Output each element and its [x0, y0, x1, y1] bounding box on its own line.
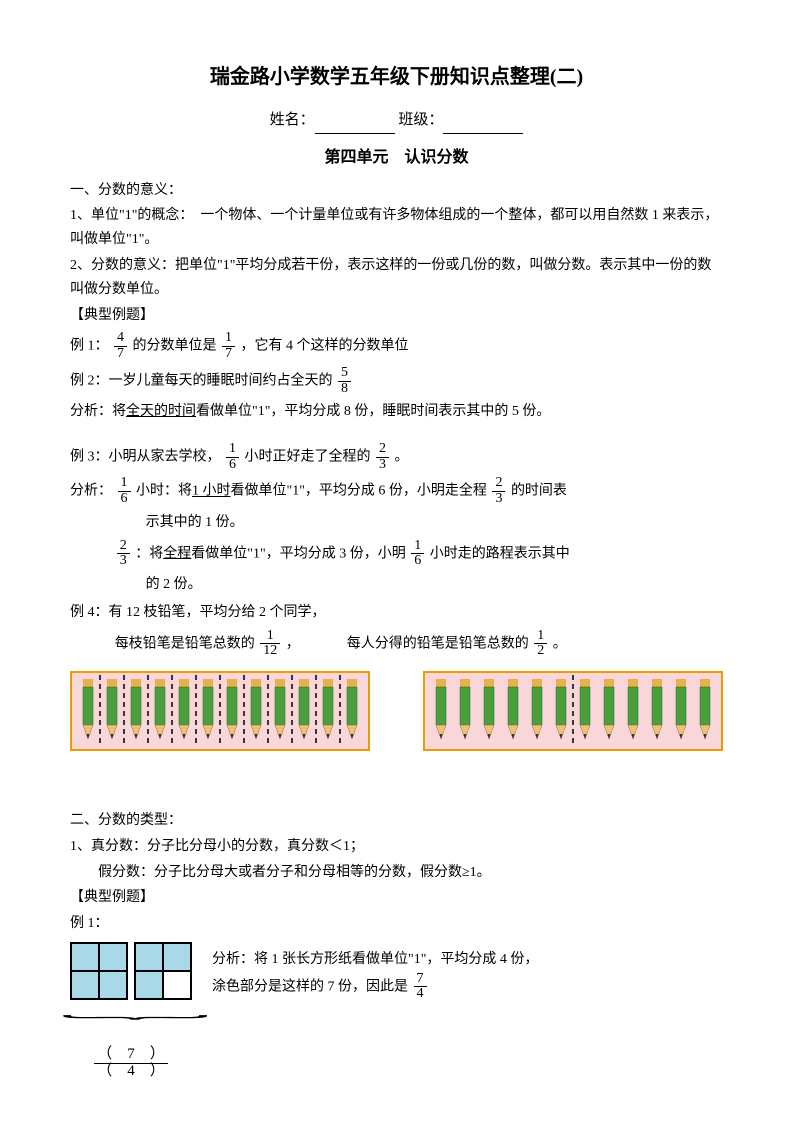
example-1-mid: 的分数单位是 [133, 339, 217, 354]
grid-full [70, 942, 128, 1000]
example-1: 例 1： 47 的分数单位是 17 ，它有 4 个这样的分数单位 [70, 331, 723, 361]
fraction-1-6-b: 16 [118, 476, 131, 506]
example-3: 例 3：小明从家去学校， 16 小时正好走了全程的 23 。 [70, 442, 723, 472]
analysis-2-suffix: 看做单位"1"，平均分成 8 份，睡眠时间表示其中的 5 份。 [196, 404, 550, 419]
fraction-2-3-c: 23 [117, 539, 130, 569]
example-4-period: 。 [553, 636, 567, 651]
fraction-1-6-c: 16 [411, 539, 424, 569]
example-4-line2: 每枝铅笔是铅笔总数的 112 ， 每人分得的铅笔是铅笔总数的 12 。 [70, 629, 723, 659]
sec2-example1-label: 例 1： [70, 912, 723, 936]
fraction-5-8: 58 [338, 366, 351, 396]
sec2-analysis: 分析：将 1 张长方形纸看做单位"1"，平均分成 4 份， 涂色部分是这样的 7… [212, 942, 723, 1002]
example-2-analysis: 分析：将全天的时间看做单位"1"，平均分成 8 份，睡眠时间表示其中的 5 份。 [70, 400, 723, 424]
section2-p1: 1、真分数：分子比分母小的分数，真分数＜1； [70, 835, 723, 859]
sec2-analysis-line2: 涂色部分是这样的 7 份，因此是 74 [212, 972, 723, 1002]
class-label: 班级： [398, 112, 443, 128]
rectangle-diagram-row: ︸ （ 7 ）（ 4 ） 分析：将 1 张长方形纸看做单位"1"，平均分成 4 … [70, 942, 723, 1080]
example-4-line1: 例 4：有 12 枝铅笔，平均分给 2 个同学， [70, 601, 723, 625]
analysis-2-underline: 全天的时间 [126, 404, 196, 419]
example-2: 例 2：一岁儿童每天的睡眠时间约占全天的 58 [70, 366, 723, 396]
sec2-analysis-text: 涂色部分是这样的 7 份，因此是 [212, 979, 408, 994]
example-2-text: 例 2：一岁儿童每天的睡眠时间约占全天的 [70, 373, 333, 388]
fraction-1-6-a: 16 [226, 442, 239, 472]
example-3-analysis-line4: 的 2 份。 [70, 573, 723, 597]
brace-icon: ︸ [0, 1009, 387, 1040]
example-3-analysis-line3: 23 ：将全程看做单位"1"，平均分成 3 份，小明 16 小时走的路程表示其中 [70, 539, 723, 569]
analysis-3-text4: ：将 [135, 546, 163, 561]
analysis-3-text5: 看做单位"1"，平均分成 3 份，小明 [191, 546, 405, 561]
analysis-3-text1: 小时：将 [136, 484, 192, 499]
grid-partial [134, 942, 192, 1000]
section2-p2: 假分数：分子比分母大或者分子和分母相等的分数，假分数≥1。 [70, 861, 723, 885]
section1-p2: 2、分数的意义：把单位"1"平均分成若干份，表示这样的一份或几份的数，叫做分数。… [70, 254, 723, 302]
example-3-mid: 小时正好走了全程的 [245, 449, 371, 464]
fraction-2-3-b: 23 [492, 476, 505, 506]
fraction-1-12: 112 [260, 629, 280, 659]
pencil-diagram-left [70, 671, 370, 751]
example-3-analysis-line1: 分析： 16 小时：将1 小时看做单位"1"，平均分成 6 份，小明走全程 23… [70, 476, 723, 506]
section2-heading: 二、分数的类型： [70, 809, 723, 833]
example-3-analysis-line2: 示其中的 1 份。 [70, 511, 723, 535]
example-1-prefix: 例 1： [70, 339, 109, 354]
example-3-suffix: 。 [395, 449, 409, 464]
name-label: 姓名： [270, 112, 315, 128]
name-class-line: 姓名： 班级： [70, 108, 723, 134]
fraction-2-3-a: 23 [376, 442, 389, 472]
section1-heading: 一、分数的意义： [70, 179, 723, 203]
analysis-2-prefix: 分析：将 [70, 404, 126, 419]
analysis-3-text6: 小时走的路程表示其中 [430, 546, 570, 561]
examples-label-1: 【典型例题】 [70, 304, 723, 328]
analysis-3-text3: 的时间表 [511, 484, 567, 499]
fraction-1-7: 17 [222, 331, 235, 361]
sec2-analysis-line1: 分析：将 1 张长方形纸看做单位"1"，平均分成 4 份， [212, 948, 723, 972]
page-title: 瑞金路小学数学五年级下册知识点整理(二) [70, 60, 723, 94]
example-4-text1: 每枝铅笔是铅笔总数的 [115, 636, 255, 651]
analysis-3-label: 分析： [70, 484, 112, 499]
fraction-7-4: 74 [414, 972, 427, 1002]
name-blank[interactable] [315, 118, 395, 134]
unit-heading: 第四单元 认识分数 [70, 144, 723, 171]
rectangle-grids: ︸ （ 7 ）（ 4 ） [70, 942, 192, 1080]
example-3-prefix: 例 3：小明从家去学校， [70, 449, 221, 464]
fraction-4-7: 47 [114, 331, 127, 361]
example-4-text2: 每人分得的铅笔是铅笔总数的 [347, 636, 529, 651]
analysis-3-underline2: 全程 [163, 546, 191, 561]
pencil-diagram-right [423, 671, 723, 751]
brace-fraction: （ 7 ）（ 4 ） [70, 1047, 192, 1080]
analysis-3-underline1: 1 小时 [192, 484, 231, 499]
analysis-3-text2: 看做单位"1"，平均分成 6 份，小明走全程 [231, 484, 487, 499]
example-4-comma: ， [286, 636, 300, 651]
class-blank[interactable] [443, 118, 523, 134]
pencil-diagrams [70, 671, 723, 751]
examples-label-2: 【典型例题】 [70, 886, 723, 910]
fraction-1-2: 12 [534, 629, 547, 659]
example-1-suffix: ，它有 4 个这样的分数单位 [241, 339, 409, 354]
section1-p1: 1、单位"1"的概念： 一个物体、一个计量单位或有许多物体组成的一个整体，都可以… [70, 204, 723, 252]
